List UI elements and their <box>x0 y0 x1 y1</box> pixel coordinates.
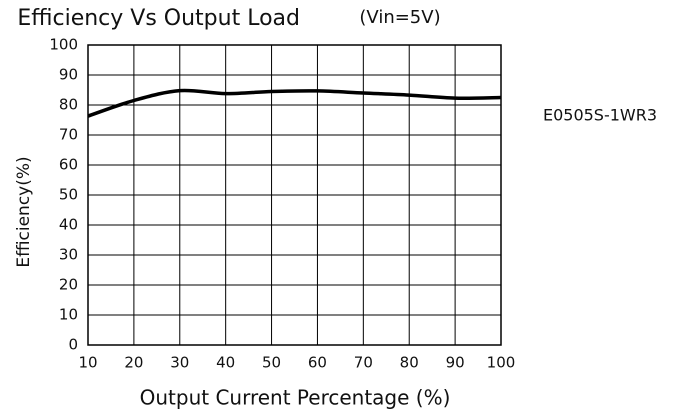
y-tick-label: 80 <box>59 96 78 114</box>
y-tick-label: 100 <box>49 36 78 54</box>
x-tick-label: 70 <box>354 354 373 372</box>
y-tick-label: 70 <box>59 126 78 144</box>
y-axis-label: Efficiency(%) <box>14 156 34 267</box>
x-tick-label: 100 <box>487 354 516 372</box>
x-tick-label: 50 <box>262 354 281 372</box>
x-tick-label: 80 <box>400 354 419 372</box>
x-tick-label: 30 <box>170 354 189 372</box>
y-tick-label: 60 <box>59 156 78 174</box>
chart-title: Efficiency Vs Output Load <box>17 6 300 31</box>
chart-subtitle: (Vin=5V) <box>359 7 440 28</box>
x-tick-label: 40 <box>216 354 235 372</box>
y-tick-label: 90 <box>59 66 78 84</box>
y-tick-label: 0 <box>68 336 78 354</box>
y-tick-label: 10 <box>59 306 78 324</box>
x-tick-label: 60 <box>308 354 327 372</box>
x-axis-label: Output Current Percentage (%) <box>140 386 451 410</box>
data-line <box>87 88 502 118</box>
x-tick-label: 90 <box>446 354 465 372</box>
plot-frame <box>87 44 502 346</box>
x-tick-label: 10 <box>78 354 97 372</box>
y-tick-label: 40 <box>59 216 78 234</box>
y-tick-label: 20 <box>59 276 78 294</box>
y-tick-label: 50 <box>59 186 78 204</box>
annotation: E0505S-1WR3 <box>543 106 657 125</box>
x-tick-label: 20 <box>124 354 143 372</box>
y-tick-label: 30 <box>59 246 78 264</box>
